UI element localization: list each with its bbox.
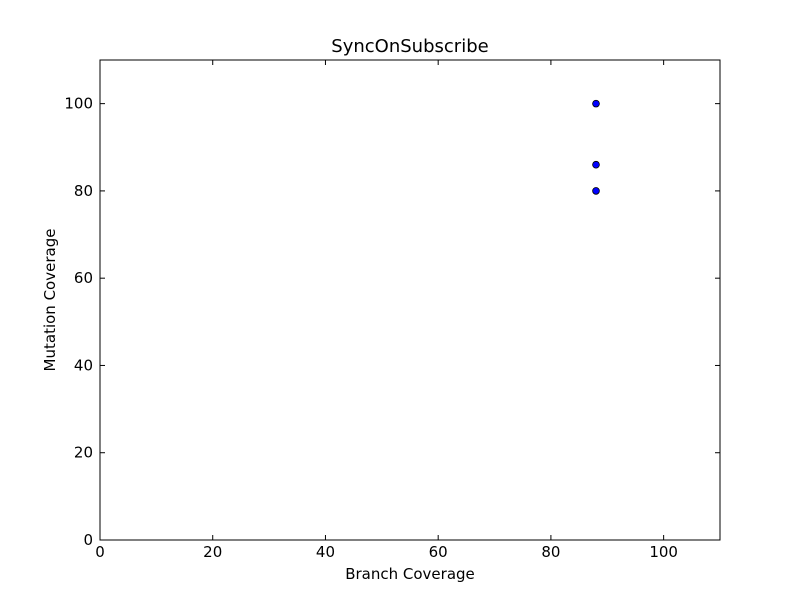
- ticks-layer: 0 20 40 60 80 100 0 20 40 60 80 100: [64, 60, 720, 561]
- x-axis-label: Branch Coverage: [345, 565, 475, 583]
- points-layer: [592, 99, 600, 195]
- plot-frame: [99, 59, 721, 541]
- y-tick-label: 40: [74, 356, 93, 374]
- x-tick-label: 0: [95, 543, 105, 561]
- scatter-point: [592, 187, 600, 195]
- scatter-point: [592, 160, 600, 169]
- x-tick-label: 60: [429, 543, 448, 561]
- x-tick-label: 40: [316, 543, 335, 561]
- x-tick-label: 100: [649, 543, 678, 561]
- y-tick-label: 0: [83, 531, 93, 549]
- y-tick-label: 60: [74, 269, 93, 287]
- scatter-point: [592, 99, 600, 108]
- y-tick-label: 100: [64, 95, 93, 113]
- chart-title: SyncOnSubscribe: [331, 36, 488, 57]
- y-tick-label: 80: [74, 182, 93, 200]
- y-tick-label: 20: [74, 444, 93, 462]
- x-tick-label: 20: [203, 543, 222, 561]
- x-tick-label: 80: [541, 543, 560, 561]
- y-axis-label: Mutation Coverage: [41, 229, 59, 372]
